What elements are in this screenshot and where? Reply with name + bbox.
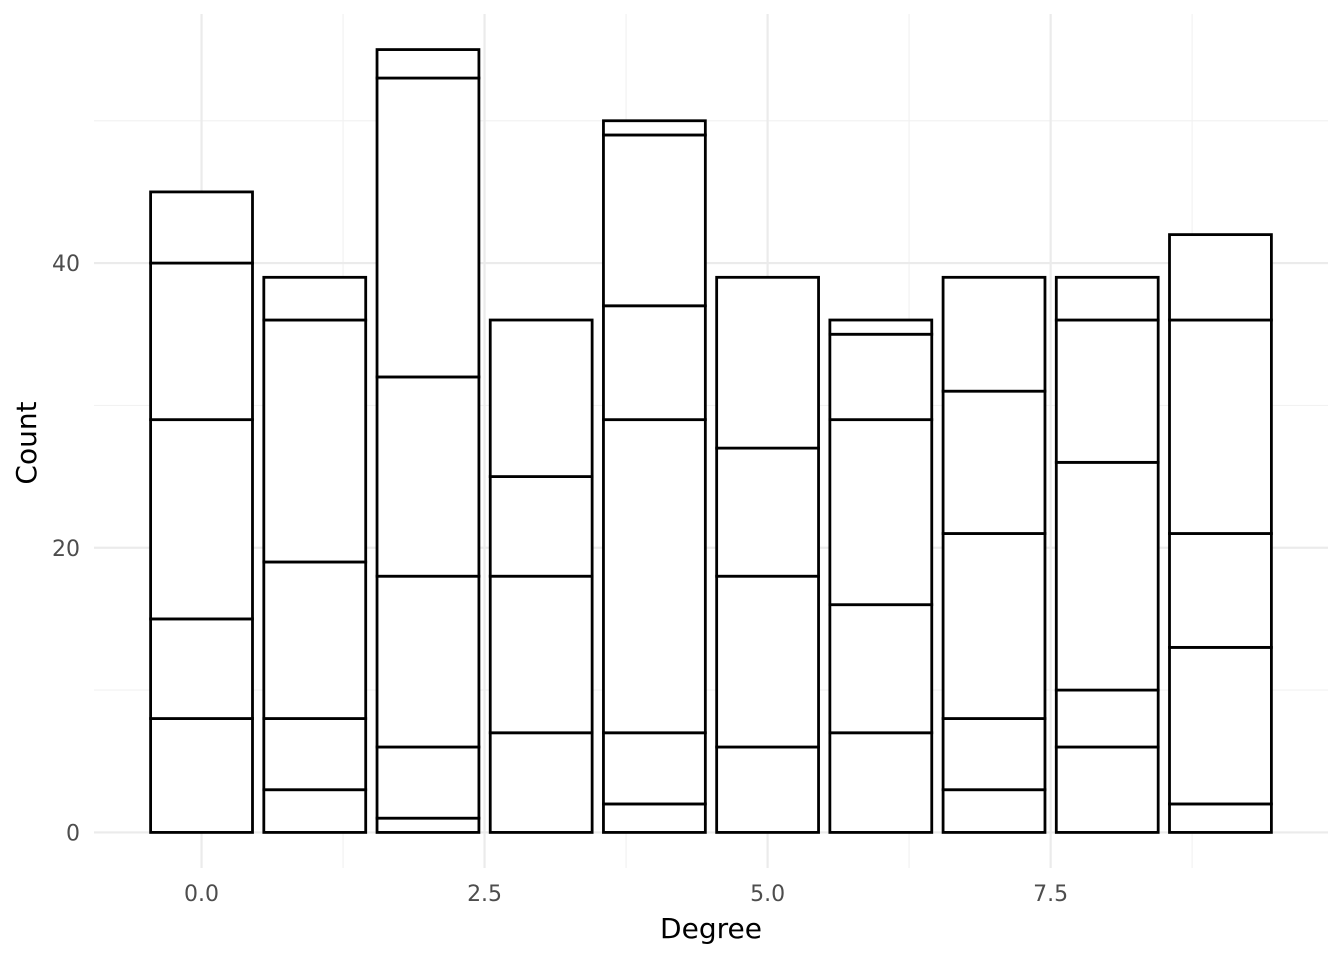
bar-segment (262, 560, 368, 720)
bar-segment (1054, 318, 1160, 464)
x-tick-label: 5.0 (750, 882, 785, 907)
bar-segment (262, 788, 368, 834)
bar-segment (1054, 460, 1160, 692)
bar-segment (1168, 233, 1273, 322)
bar-segment (375, 375, 481, 578)
bar-segment (715, 745, 820, 834)
x-axis-title: Degree (660, 912, 762, 945)
bar-segment (262, 275, 368, 322)
bar-segment (602, 304, 707, 422)
bar-segment (602, 133, 707, 308)
bar-segment (715, 446, 820, 578)
bar-segment (1168, 645, 1273, 806)
bar-segment (1054, 745, 1160, 834)
bar-segment (828, 332, 934, 422)
bar-stack (1168, 233, 1273, 834)
bar-segment (602, 731, 707, 806)
bar-segment (1054, 688, 1160, 749)
y-tick-label: 40 (52, 252, 80, 277)
bar-segment (149, 418, 254, 621)
bar-segment (715, 574, 820, 749)
bar-segment (1054, 275, 1160, 322)
bar-segment (149, 261, 254, 422)
bar-stack (941, 275, 1047, 834)
bar-stack (602, 119, 707, 834)
bar-segment (828, 731, 934, 834)
bar-segment (1168, 318, 1273, 535)
bars-group (149, 48, 1273, 834)
y-tick-label: 20 (52, 537, 80, 562)
bar-segment (828, 318, 934, 336)
bar-segment (941, 717, 1047, 792)
bar-stack (715, 275, 820, 834)
bar-segment (488, 318, 594, 478)
bar-segment (262, 717, 368, 792)
x-tick-label: 2.5 (467, 882, 502, 907)
bar-segment (1168, 802, 1273, 834)
bar-segment (375, 574, 481, 749)
y-axis-title: Count (10, 401, 43, 484)
bar-stack (149, 190, 254, 834)
bar-segment (375, 48, 481, 80)
x-tick-label: 7.5 (1033, 882, 1068, 907)
bar-segment (828, 603, 934, 735)
bar-segment (488, 731, 594, 834)
bar-stack (1054, 275, 1160, 834)
bar-segment (149, 190, 254, 265)
bar-stack (262, 275, 368, 834)
bar-segment (488, 475, 594, 578)
bar-stack (375, 48, 481, 834)
bar-segment (602, 802, 707, 834)
bar-segment (602, 418, 707, 735)
x-tick-labels: 0.0 2.5 5.0 7.5 (184, 882, 1068, 907)
bar-segment (715, 275, 820, 450)
bar-segment (375, 76, 481, 379)
bar-segment (488, 574, 594, 735)
x-tick-label: 0.0 (184, 882, 219, 907)
bar-segment (375, 816, 481, 834)
bar-segment (941, 389, 1047, 535)
y-tick-labels: 0 20 40 (52, 252, 80, 846)
y-tick-label: 0 (66, 821, 80, 846)
bar-segment (941, 532, 1047, 720)
bar-segment (149, 717, 254, 834)
bar-segment (828, 418, 934, 607)
bar-segment (375, 745, 481, 820)
bar-segment (262, 318, 368, 564)
bar-segment (941, 275, 1047, 393)
bar-stack (828, 318, 934, 834)
bar-stack (488, 318, 594, 834)
bar-segment (941, 788, 1047, 834)
bar-segment (149, 617, 254, 720)
bar-segment (1168, 532, 1273, 649)
bar-segment (602, 119, 707, 137)
